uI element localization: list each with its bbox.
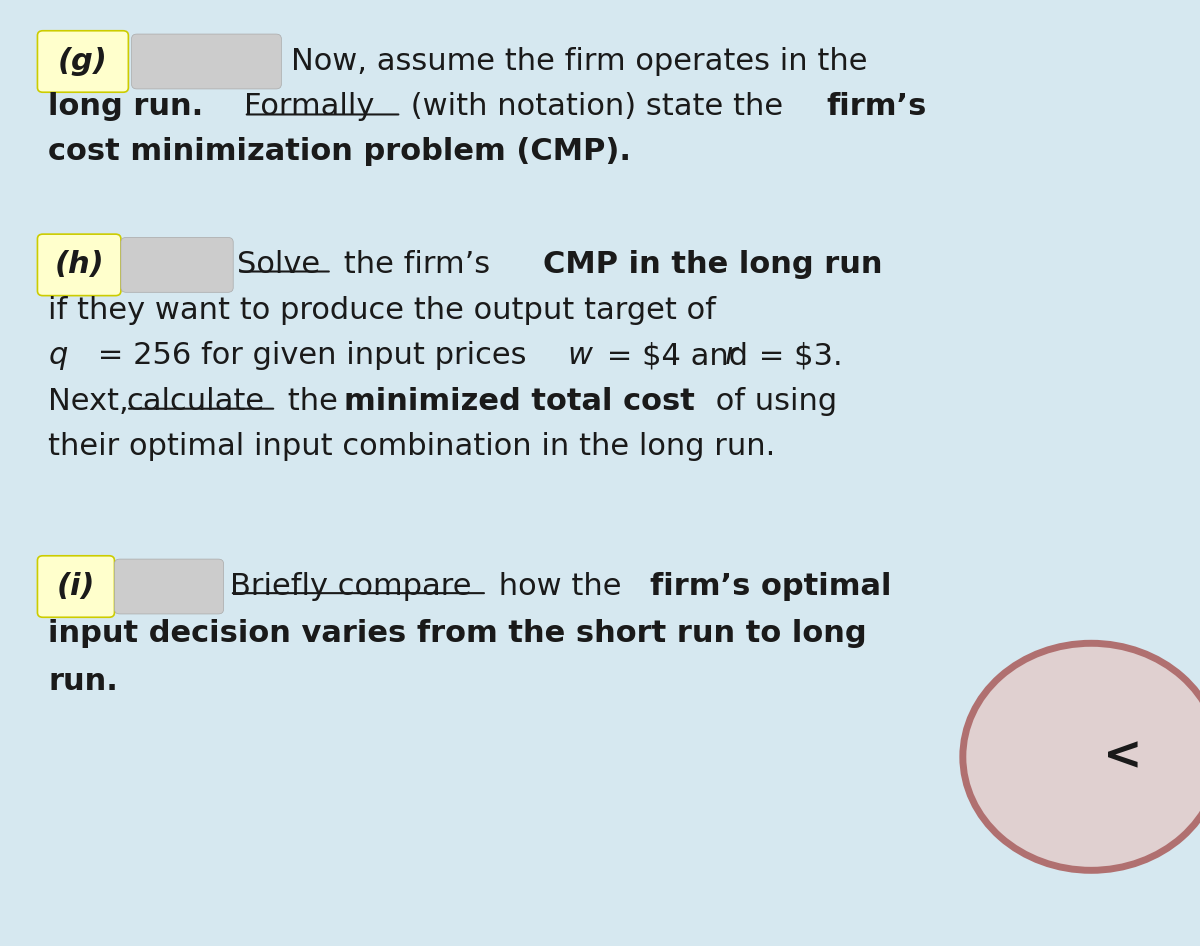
Text: input decision varies from the short run to long: input decision varies from the short run… [48,620,866,648]
Text: r: r [725,342,738,370]
Text: the: the [278,387,348,415]
Text: Solve: Solve [238,251,320,279]
FancyBboxPatch shape [132,34,281,89]
FancyBboxPatch shape [37,31,128,92]
Text: how the: how the [488,572,631,601]
Text: their optimal input combination in the long run.: their optimal input combination in the l… [48,432,775,461]
FancyBboxPatch shape [37,556,114,618]
Text: minimized total cost: minimized total cost [344,387,695,415]
Text: of using: of using [706,387,838,415]
Text: w: w [566,342,592,370]
Text: the firm’s: the firm’s [334,251,499,279]
Text: (g): (g) [58,47,108,76]
Text: cost minimization problem (CMP).: cost minimization problem (CMP). [48,137,631,166]
Text: = 256 for given input prices: = 256 for given input prices [88,342,536,370]
Circle shape [962,643,1200,870]
Text: long run.: long run. [48,93,203,121]
Text: = $3.: = $3. [749,342,842,370]
Text: calculate: calculate [126,387,264,415]
FancyBboxPatch shape [114,559,223,614]
Text: Formally: Formally [244,93,374,121]
Text: firm’s: firm’s [826,93,926,121]
Text: = $4 and: = $4 and [596,342,757,370]
Text: (i): (i) [56,572,95,601]
Text: q: q [48,342,67,370]
Text: Briefly compare: Briefly compare [230,572,472,601]
Text: if they want to produce the output target of: if they want to produce the output targe… [48,296,716,324]
Text: <: < [1104,734,1144,780]
Text: CMP in the long run: CMP in the long run [544,251,883,279]
Text: run.: run. [48,667,118,695]
FancyBboxPatch shape [121,237,233,292]
Text: Next,: Next, [48,387,139,415]
FancyBboxPatch shape [37,235,121,295]
Text: (h): (h) [54,251,104,279]
Text: Now, assume the firm operates in the: Now, assume the firm operates in the [290,47,868,76]
Text: firm’s optimal: firm’s optimal [650,572,892,601]
Text: (with notation) state the: (with notation) state the [401,93,793,121]
